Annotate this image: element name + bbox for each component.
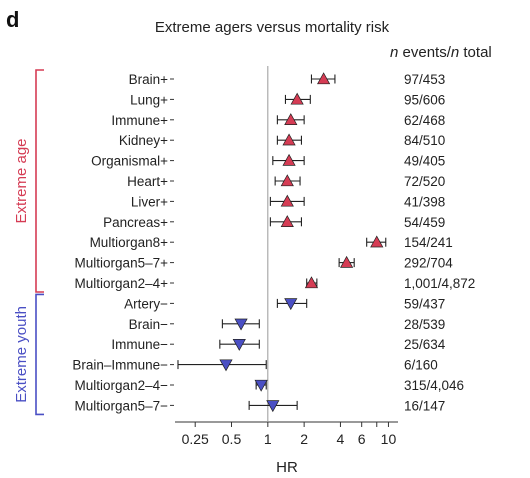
event-count: 292/704	[404, 256, 453, 271]
event-count: 54/459	[404, 215, 445, 230]
event-count: 41/398	[404, 194, 445, 209]
event-count: 84/510	[404, 133, 445, 148]
hr-point	[284, 113, 298, 125]
event-count-labels: 97/453 95/606 62/468 84/510 49/405 72/520 41/3…	[404, 72, 475, 413]
x-tick-label: 0.5	[222, 431, 242, 447]
event-count: 97/453	[404, 72, 445, 87]
x-tick-label: 4	[337, 431, 345, 447]
hr-point	[280, 215, 294, 227]
event-count: 28/539	[404, 317, 445, 332]
row-label: Brain+	[129, 72, 169, 87]
hr-point	[282, 153, 296, 166]
row-label: Immune−	[111, 337, 168, 352]
x-axis-title: HR	[276, 459, 298, 476]
row-label: Multiorgan2–4+	[75, 276, 169, 291]
row-label: Pancreas+	[103, 215, 168, 230]
hr-point	[266, 400, 280, 413]
row-labels: Brain+ Lung+ Immune+ Kidney+ Organismal+ Hear…	[72, 72, 174, 413]
row-label: Multiorgan8+	[90, 235, 169, 250]
row-label: Lung+	[130, 92, 168, 107]
group-bracket	[35, 293, 44, 416]
row-label: Artery−	[124, 296, 168, 311]
row-label: Heart+	[127, 174, 168, 189]
hr-point	[280, 194, 294, 207]
hr-point	[254, 379, 268, 392]
x-tick-label: 2	[300, 431, 308, 447]
event-count: 16/147	[404, 398, 445, 413]
row-label: Kidney+	[119, 133, 168, 148]
event-count: 59/437	[404, 296, 445, 311]
hr-point	[282, 133, 296, 146]
hr-point	[284, 298, 298, 311]
hr-point	[304, 276, 319, 289]
event-count: 6/160	[404, 358, 438, 373]
event-count: 1,001/4,872	[404, 276, 475, 291]
event-count: 95/606	[404, 92, 445, 107]
data-marks	[177, 72, 387, 413]
x-axis: 0.25 0.5 1 2 4 6 10	[175, 421, 398, 447]
event-count: 154/241	[404, 235, 453, 250]
row-label: Brain−	[129, 317, 169, 332]
row-label: Multiorgan2–4−	[75, 378, 169, 393]
x-tick-label: 10	[381, 431, 397, 447]
x-tick-label: 0.25	[182, 431, 209, 447]
hr-point	[317, 72, 331, 85]
hr-point	[219, 359, 233, 372]
event-count: 315/4,046	[404, 378, 464, 393]
x-tick-label: 1	[264, 431, 272, 447]
row-label: Liver+	[131, 194, 168, 209]
hr-point	[280, 174, 294, 187]
hr-point	[232, 339, 246, 351]
row-label: Organismal+	[91, 154, 168, 169]
row-label: Multiorgan5–7+	[75, 256, 169, 271]
group-label: Extreme youth	[13, 306, 30, 403]
chart-title: Extreme agers versus mortality risk	[155, 19, 390, 36]
event-count: 72/520	[404, 174, 445, 189]
group-brackets: Extreme age Extreme youth	[13, 69, 44, 416]
group-label: Extreme age	[13, 138, 30, 223]
event-count: 25/634	[404, 337, 446, 352]
hr-point	[234, 318, 248, 331]
hr-point	[290, 92, 304, 105]
x-tick-label: 6	[358, 431, 366, 447]
hr-point	[340, 255, 354, 268]
event-count: 62/468	[404, 113, 445, 128]
row-label: Immune+	[111, 113, 168, 128]
group-bracket	[35, 69, 44, 293]
hr-point	[370, 235, 384, 248]
event-count: 49/405	[404, 154, 445, 169]
panel-label: d	[6, 7, 19, 32]
row-label: Multiorgan5–7−	[75, 398, 169, 413]
row-label: Brain–Immune−	[72, 358, 168, 373]
events-column-header: n events/n total	[390, 44, 492, 61]
